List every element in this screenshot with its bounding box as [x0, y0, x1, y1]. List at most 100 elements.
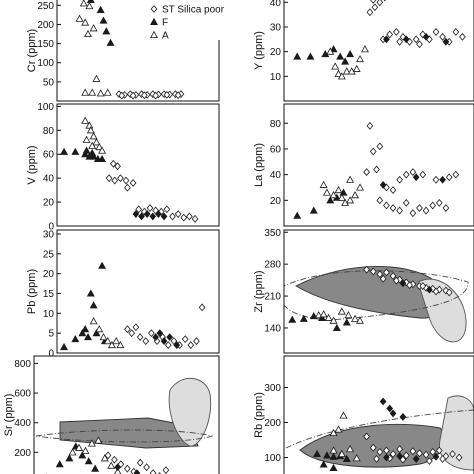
data-point-1-2: [459, 32, 466, 41]
data-point-1-1: [331, 62, 340, 70]
data-point-2-0: [81, 150, 90, 158]
data-point-1-0: [293, 52, 302, 60]
data-point-4-0: [86, 289, 95, 297]
data-point-5-2: [369, 267, 377, 276]
y-tick-label: 20: [270, 47, 282, 58]
panel-5: 0 5 10 15 20 25 30 Pb (ppm): [26, 229, 220, 360]
data-point-1-2: [412, 35, 420, 44]
data-point-7-2: [455, 453, 463, 462]
data-point-7-2: [389, 450, 397, 458]
data-point-2-3: [132, 210, 140, 218]
data-point-2-2: [146, 204, 154, 212]
data-point-3-3: [379, 180, 387, 189]
data-point-7-1: [329, 446, 338, 454]
data-point-6-0: [65, 454, 74, 462]
data-point-5-0: [342, 318, 351, 326]
data-point-1-1: [334, 69, 343, 77]
data-point-2-1: [88, 141, 97, 149]
panel-frame-1: [56, 0, 220, 102]
y-tick-label: 300: [264, 383, 281, 394]
data-point-3-2: [435, 198, 443, 207]
data-point-3-1: [337, 193, 346, 201]
data-point-2-2: [117, 174, 124, 183]
data-point-0-0: [92, 74, 101, 82]
panel-1: 50 100 150 200 250 Cr (ppm): [26, 0, 220, 102]
data-point-3-2: [402, 198, 410, 207]
data-point-5-0: [332, 323, 341, 331]
y-tick-label: 25: [43, 249, 55, 260]
data-point-2-1: [82, 135, 91, 143]
data-point-6-0: [78, 451, 87, 459]
data-point-0-0: [81, 18, 90, 26]
data-point-7-3: [396, 452, 403, 461]
y-axis-label: Sr (ppm): [3, 394, 15, 437]
data-point-3-2: [402, 170, 410, 179]
data-point-7-1: [337, 449, 346, 458]
data-point-3-3: [412, 173, 420, 182]
data-point-2-1: [89, 132, 98, 140]
data-point-4-2: [187, 341, 195, 349]
data-point-4-3: [156, 329, 164, 338]
data-point-4-2: [148, 329, 155, 338]
data-point-2-2: [129, 179, 137, 187]
data-point-7-1: [346, 444, 355, 453]
panel-frame-8: [283, 355, 474, 474]
data-point-5-2: [393, 276, 400, 285]
data-point-4-0: [81, 325, 90, 333]
data-point-6-1: [81, 446, 90, 454]
data-point-5-1: [319, 310, 328, 318]
data-point-0-1: [86, 0, 95, 3]
data-point-4-2: [124, 325, 131, 334]
data-point-0-0: [81, 88, 90, 96]
data-point-0-2: [174, 91, 182, 100]
data-point-3-2: [409, 168, 417, 176]
data-point-7-2: [402, 451, 410, 460]
panel-frame-3: [56, 103, 220, 227]
data-point-6-1: [87, 439, 96, 447]
data-point-5-0: [288, 315, 297, 323]
data-point-1-0: [341, 57, 350, 65]
data-point-2-2: [169, 212, 176, 221]
data-point-6-2: [136, 458, 144, 467]
data-point-5-2: [435, 285, 443, 294]
y-tick-label: 100: [264, 453, 281, 464]
data-point-4-1: [95, 325, 104, 333]
panel-frame-6: [283, 229, 474, 354]
data-point-3-2: [442, 204, 450, 212]
y-tick-label: 40: [43, 174, 55, 185]
y-tick-label: 150: [37, 39, 54, 50]
data-point-6-2: [162, 466, 170, 474]
y-axis-label: Cr (ppm): [26, 29, 38, 72]
data-point-6-2: [149, 469, 157, 474]
data-point-3-3: [439, 175, 446, 184]
data-point-4-1: [107, 340, 116, 349]
data-point-0-1: [96, 5, 105, 13]
data-point-7-2: [422, 450, 430, 459]
data-point-7-2: [363, 432, 370, 441]
data-point-1-3: [383, 35, 390, 44]
data-point-7-1: [329, 428, 338, 437]
y-tick-label: 0: [48, 349, 54, 360]
data-point-1-0: [306, 52, 315, 60]
data-point-4-1: [116, 340, 125, 349]
data-point-1-2: [393, 28, 400, 36]
data-point-1-2: [386, 30, 394, 39]
data-point-7-0: [322, 451, 331, 459]
data-point-3-2: [429, 201, 437, 210]
y-tick-label: 200: [264, 418, 281, 429]
plot-area-3: [60, 116, 199, 223]
data-point-2-0: [82, 146, 91, 154]
data-point-5-1: [324, 313, 333, 321]
data-point-0-2: [129, 91, 137, 100]
reference-field-7-2: [168, 377, 212, 447]
y-tick-label: 60: [43, 150, 55, 161]
data-point-4-0: [84, 333, 92, 341]
panel-frame-4: [283, 103, 474, 227]
data-point-2-1: [81, 116, 90, 124]
panel-frame-2: [283, 0, 474, 102]
data-point-2-2: [114, 162, 121, 171]
data-point-3-1: [322, 188, 331, 196]
data-point-7-2: [429, 447, 437, 456]
